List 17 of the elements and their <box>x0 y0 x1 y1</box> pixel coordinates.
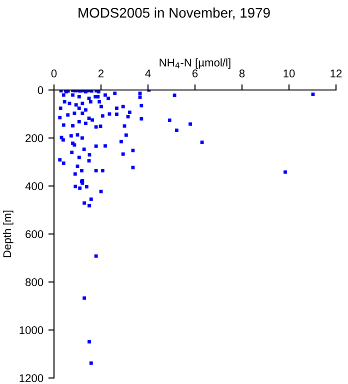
y-axis-title: Depth [m] <box>2 210 14 258</box>
y-tick-label: 1000 <box>20 326 44 334</box>
x-tick-label: 4 <box>145 70 151 78</box>
y-tick-label: 200 <box>26 134 44 142</box>
x-tick-label: 8 <box>239 70 245 78</box>
x-tick-label: 10 <box>284 70 295 78</box>
chart-title: MODS2005 in November, 1979 <box>78 8 270 20</box>
y-tick-label: 600 <box>26 230 44 238</box>
x-tick-label: 0 <box>51 70 57 78</box>
y-tick-label: 800 <box>26 278 44 286</box>
x-axis-title: NH$_{4}$-N [µmol/l] <box>160 58 230 69</box>
y-tick-label: 0 <box>38 86 44 94</box>
y-tick-label: 400 <box>25 182 44 190</box>
x-tick-label: 2 <box>98 70 104 78</box>
y-tick-label: 1200 <box>20 374 44 382</box>
x-tick-label: 6 <box>192 70 198 78</box>
x-tick-label: 12 <box>330 70 342 78</box>
